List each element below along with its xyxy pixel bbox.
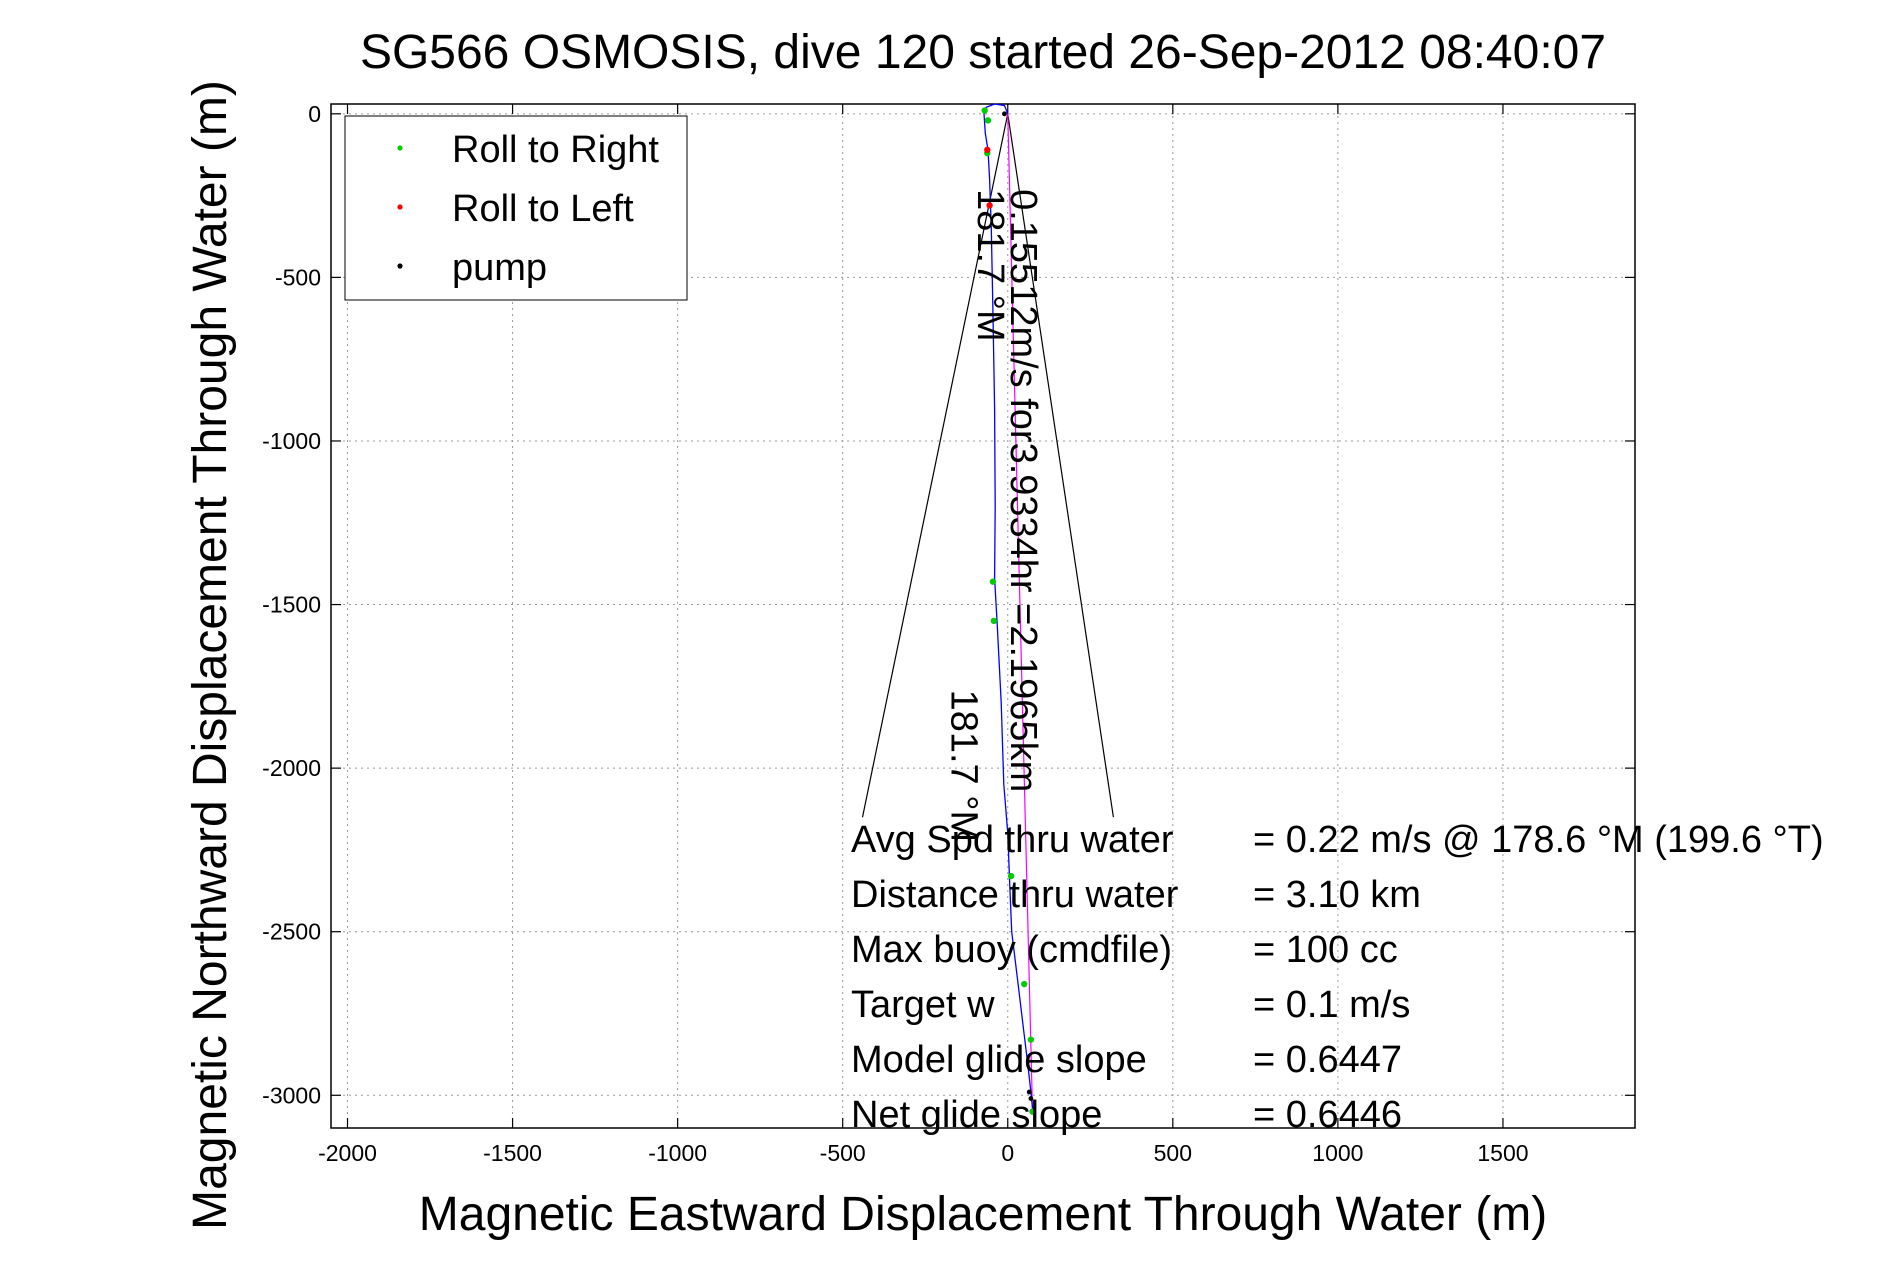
annotation-label: Max buoy (cmdfile) (851, 929, 1172, 971)
x-axis-label: Magnetic Eastward Displacement Through W… (419, 1188, 1547, 1241)
y-tick-label: -1000 (262, 428, 321, 454)
y-tick-label: -1500 (262, 592, 321, 618)
roll-left-point (986, 202, 993, 209)
annotation-value: = 3.10 km (1253, 874, 1421, 916)
roll-right-point (989, 578, 997, 585)
rotated-chart-label: 181.7 °M (943, 690, 985, 843)
legend-entry-label: Roll to Left (452, 188, 634, 230)
annotation-label: Model glide slope (851, 1039, 1147, 1081)
annotation-value: = 100 cc (1253, 929, 1398, 971)
x-tick-label: -2000 (318, 1140, 377, 1166)
annotation-value: = 0.6446 (1253, 1094, 1402, 1136)
tick-layer: -2000 -1500 -1000 -500 0 500 1000 1500 0 -500 -100… (262, 101, 1635, 1166)
y-tick-label: -3000 (262, 1082, 321, 1108)
roll-right-point (990, 617, 998, 625)
heading-line (1007, 113, 1034, 1112)
grid-layer (331, 104, 1635, 1128)
x-tick-label: 500 (1154, 1140, 1192, 1166)
rotated-chart-label: 0.15512m/s for3.9334hr =2.1965km (1002, 189, 1044, 792)
roll-right-point (1021, 980, 1028, 988)
rotated-chart-label: 181.7 °M (969, 189, 1011, 342)
annotation-label: Distance thru water (851, 874, 1179, 916)
x-tick-label: 1000 (1312, 1140, 1363, 1166)
wedge-layer (861, 113, 1114, 818)
annotation-value: = 0.1 m/s (1253, 984, 1410, 1026)
roll-right-point (984, 117, 992, 124)
pump-point (1002, 111, 1007, 117)
wedge-right-line (1007, 113, 1114, 818)
marker-layer (981, 107, 1036, 1115)
annotation-label: Avg Spd thru water (851, 819, 1174, 861)
annotation-label: Target w (851, 984, 995, 1026)
annotation-label: Net glide slope (851, 1094, 1102, 1136)
legend-marker (397, 145, 403, 151)
pump-point (1028, 1096, 1034, 1101)
y-axis-label: Magnetic Northward Displacement Through … (184, 80, 237, 1230)
annotation-value: = 0.22 m/s @ 178.6 °M (199.6 °T) (1253, 819, 1824, 861)
x-tick-label: -500 (820, 1140, 866, 1166)
chart-title: SG566 OSMOSIS, dive 120 started 26-Sep-2… (360, 26, 1606, 79)
roll-right-point (981, 107, 988, 114)
y-tick-label: -2000 (262, 755, 321, 781)
pump-point (1026, 1089, 1032, 1095)
legend-entry-label: pump (452, 247, 547, 289)
y-tick-label: -2500 (262, 919, 321, 945)
y-tick-label: -500 (275, 264, 321, 290)
x-tick-label: -1500 (483, 1140, 542, 1166)
legend-marker (397, 204, 403, 210)
roll-right-point (1007, 872, 1015, 880)
roll-right-point (1029, 1108, 1036, 1115)
annotation-value: = 0.6447 (1253, 1039, 1402, 1081)
roll-left-point (984, 146, 991, 154)
x-tick-label: 0 (1001, 1140, 1014, 1166)
x-tick-label: 1500 (1477, 1140, 1528, 1166)
x-tick-label: -1000 (648, 1140, 707, 1166)
annotation-layer: Avg Spd thru water = 0.22 m/s @ 178.6 °M … (851, 819, 1824, 1136)
legend-entry-label: Roll to Right (452, 129, 659, 171)
legend: Roll to Right Roll to Left pump (344, 115, 688, 301)
y-tick-label: 0 (308, 101, 321, 127)
plot-frame (330, 103, 1636, 1129)
wedge-left-line (861, 113, 1009, 818)
legend-marker (397, 263, 403, 269)
roll-right-point (1027, 1036, 1035, 1043)
